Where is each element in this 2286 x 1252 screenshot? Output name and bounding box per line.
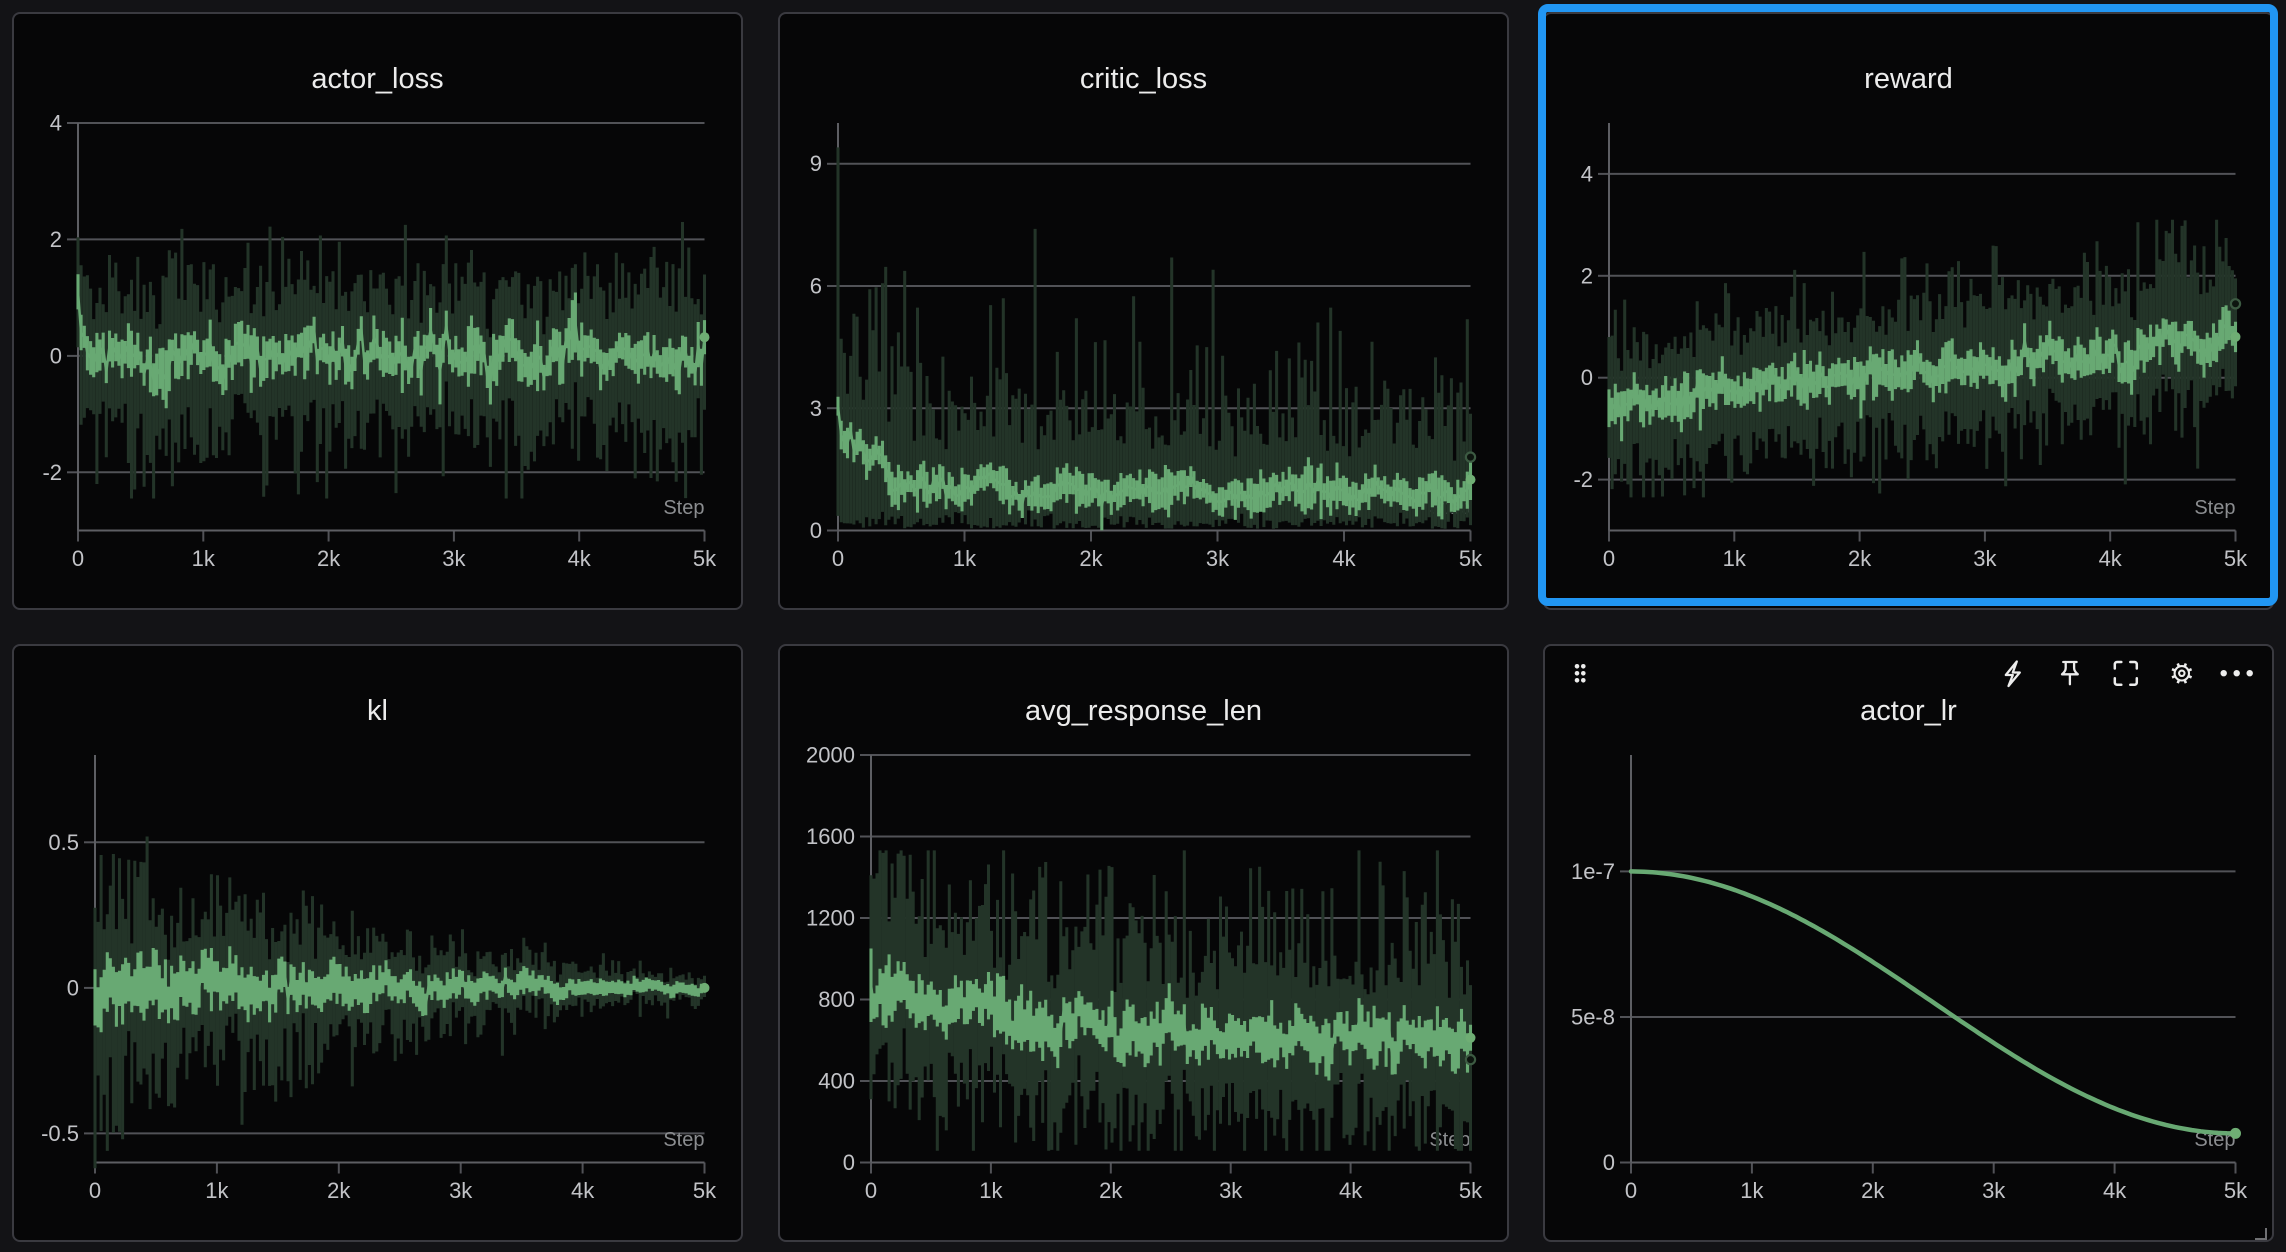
svg-text:9: 9 <box>810 151 822 176</box>
svg-text:reward: reward <box>1864 63 1953 95</box>
svg-text:critic_loss: critic_loss <box>1080 63 1207 95</box>
svg-text:Step: Step <box>1429 1129 1470 1151</box>
svg-text:5k: 5k <box>1459 1178 1483 1203</box>
svg-text:800: 800 <box>818 987 855 1012</box>
svg-text:1k: 1k <box>1723 546 1747 571</box>
svg-text:5k: 5k <box>2224 546 2248 571</box>
svg-text:2k: 2k <box>1099 1178 1123 1203</box>
svg-text:4: 4 <box>1581 161 1593 186</box>
svg-text:2: 2 <box>50 227 62 252</box>
svg-text:4k: 4k <box>1332 546 1356 571</box>
svg-text:4k: 4k <box>1339 1178 1363 1203</box>
svg-text:4k: 4k <box>2099 546 2123 571</box>
svg-text:2: 2 <box>1581 263 1593 288</box>
svg-text:0: 0 <box>72 546 84 571</box>
svg-text:4k: 4k <box>2103 1178 2127 1203</box>
svg-text:1k: 1k <box>205 1178 229 1203</box>
svg-text:actor_lr: actor_lr <box>1860 695 1957 727</box>
svg-text:3k: 3k <box>1982 1178 2006 1203</box>
svg-text:-0.5: -0.5 <box>41 1121 79 1146</box>
svg-text:3k: 3k <box>1973 546 1997 571</box>
svg-text:3k: 3k <box>449 1178 473 1203</box>
svg-text:1e-7: 1e-7 <box>1571 859 1615 884</box>
svg-text:2k: 2k <box>327 1178 351 1203</box>
svg-text:400: 400 <box>818 1069 855 1094</box>
svg-text:1600: 1600 <box>806 824 855 849</box>
svg-text:5k: 5k <box>693 546 717 571</box>
svg-text:5k: 5k <box>693 1178 717 1203</box>
svg-text:0: 0 <box>832 546 844 571</box>
svg-text:0: 0 <box>1581 365 1593 390</box>
svg-text:4k: 4k <box>571 1178 595 1203</box>
svg-text:-2: -2 <box>42 460 62 485</box>
svg-text:0: 0 <box>89 1178 101 1203</box>
svg-text:0: 0 <box>67 975 79 1000</box>
svg-text:1k: 1k <box>953 546 977 571</box>
svg-text:2k: 2k <box>1861 1178 1885 1203</box>
svg-text:0: 0 <box>865 1178 877 1203</box>
svg-text:0: 0 <box>1603 546 1615 571</box>
svg-text:2000: 2000 <box>806 743 855 768</box>
svg-text:2k: 2k <box>317 546 341 571</box>
svg-text:kl: kl <box>367 695 388 727</box>
svg-text:2k: 2k <box>1079 546 1103 571</box>
svg-text:0.5: 0.5 <box>48 830 79 855</box>
svg-text:Step: Step <box>663 1129 704 1151</box>
svg-text:-2: -2 <box>1573 467 1593 492</box>
svg-text:3k: 3k <box>1219 1178 1243 1203</box>
svg-text:actor_loss: actor_loss <box>311 63 443 95</box>
svg-text:4k: 4k <box>568 546 592 571</box>
svg-text:3k: 3k <box>442 546 466 571</box>
svg-text:0: 0 <box>810 518 822 543</box>
svg-text:avg_response_len: avg_response_len <box>1025 695 1262 727</box>
svg-text:0: 0 <box>843 1150 855 1175</box>
svg-text:5e-8: 5e-8 <box>1571 1005 1615 1030</box>
svg-text:3k: 3k <box>1206 546 1230 571</box>
svg-text:0: 0 <box>1603 1150 1615 1175</box>
svg-text:5k: 5k <box>1459 546 1483 571</box>
svg-text:1k: 1k <box>979 1178 1003 1203</box>
svg-text:4: 4 <box>50 111 62 136</box>
svg-text:5k: 5k <box>2224 1178 2248 1203</box>
svg-text:Step: Step <box>663 497 704 519</box>
svg-text:1200: 1200 <box>806 906 855 931</box>
svg-text:0: 0 <box>1625 1178 1637 1203</box>
svg-text:1k: 1k <box>1740 1178 1764 1203</box>
svg-text:Step: Step <box>2194 497 2235 519</box>
svg-text:6: 6 <box>810 274 822 299</box>
svg-text:3: 3 <box>810 396 822 421</box>
svg-text:2k: 2k <box>1848 546 1872 571</box>
svg-text:1k: 1k <box>192 546 216 571</box>
svg-text:0: 0 <box>50 343 62 368</box>
